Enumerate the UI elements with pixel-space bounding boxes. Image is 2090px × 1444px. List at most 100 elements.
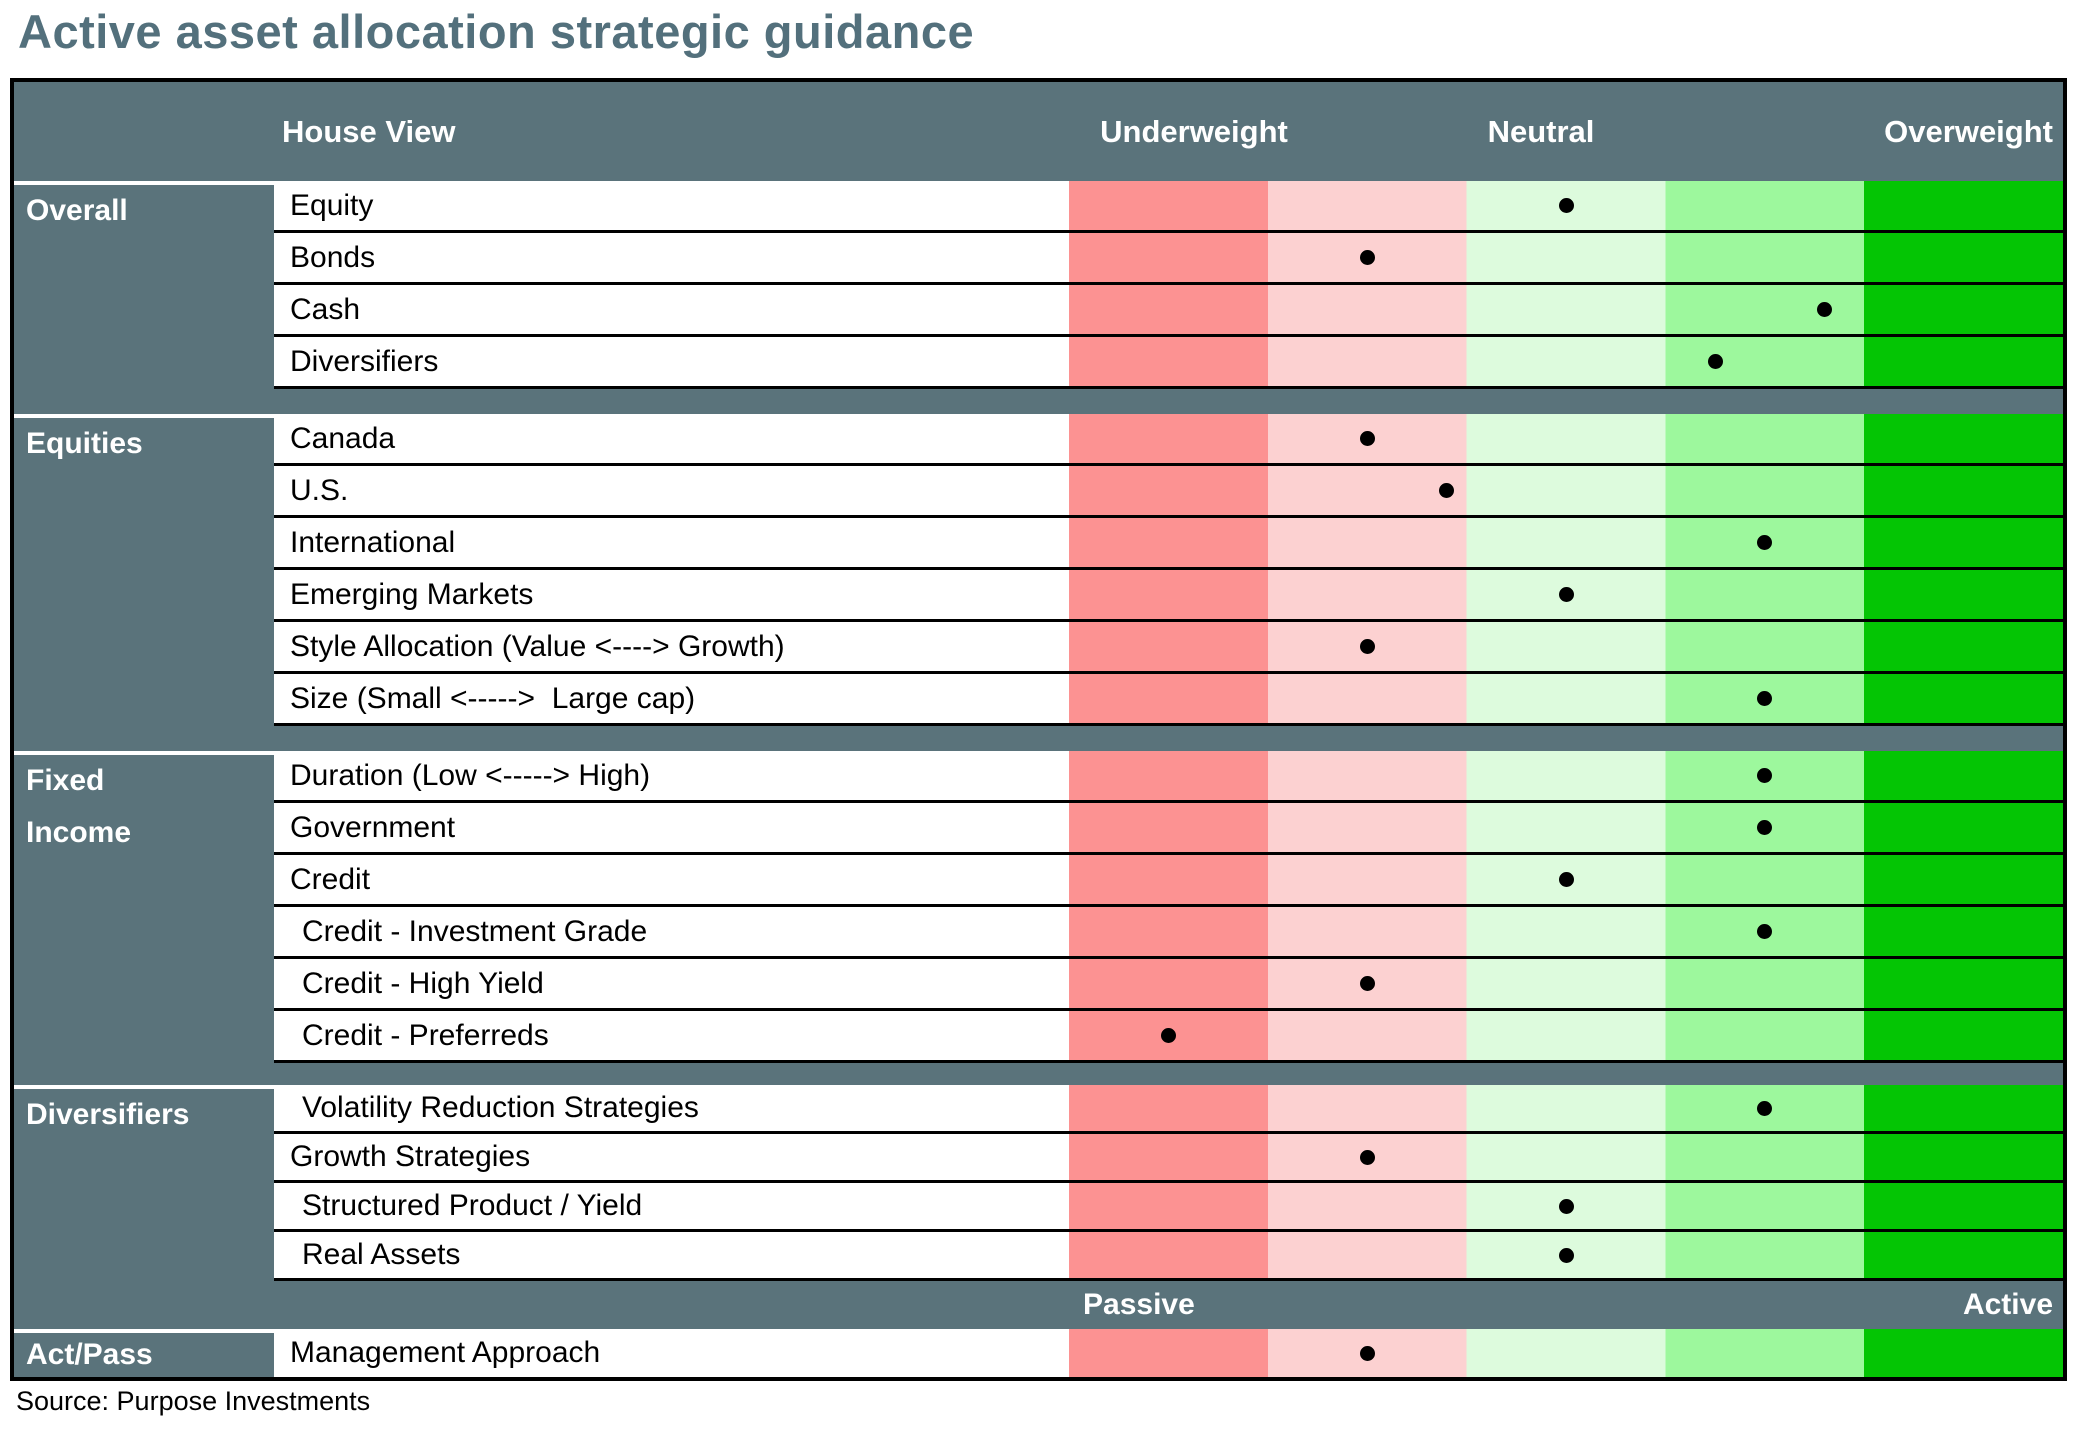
section-label: Equities bbox=[14, 414, 274, 726]
allocation-dot bbox=[1359, 976, 1375, 991]
row-label: Real Assets bbox=[302, 1238, 461, 1271]
section-label: Diversifiers bbox=[14, 1085, 274, 1281]
row-label: Government bbox=[290, 811, 456, 844]
section-separator bbox=[14, 726, 2063, 751]
table-row: Credit bbox=[274, 855, 2063, 907]
table-row: U.S. bbox=[274, 466, 2063, 518]
row-label: Growth Strategies bbox=[290, 1140, 531, 1173]
table-row: Equity bbox=[274, 181, 2063, 233]
section-fixed-income: Fixed Income Duration (Low <-----> High) Go… bbox=[14, 751, 2063, 1063]
scale-strip bbox=[1069, 959, 2063, 1008]
active-label: Active bbox=[1962, 1288, 2053, 1321]
row-label: Credit - Investment Grade bbox=[302, 915, 648, 948]
section-label-line: Diversifiers bbox=[26, 1098, 190, 1131]
scale-strip bbox=[1069, 1329, 2063, 1377]
section-diversifiers: Diversifiers Volatility Reduction Strateg… bbox=[14, 1085, 2063, 1281]
scale-strip bbox=[1069, 855, 2063, 904]
section-rows: Equity Bonds Cash Diversifiers bbox=[274, 181, 2063, 389]
row-label: Credit - High Yield bbox=[302, 967, 544, 1000]
table-row: Style Allocation (Value <----> Growth) bbox=[274, 622, 2063, 674]
scale-strip bbox=[1069, 414, 2063, 463]
allocation-dot bbox=[1359, 1345, 1375, 1361]
scale-strip bbox=[1069, 570, 2063, 619]
row-label: Diversifiers bbox=[290, 345, 439, 378]
passive-label: Passive bbox=[1083, 1288, 1195, 1321]
table-row: Credit - High Yield bbox=[274, 959, 2063, 1011]
page-title: Active asset allocation strategic guidan… bbox=[18, 5, 975, 58]
row-label: Structured Product / Yield bbox=[302, 1189, 643, 1222]
allocation-dot bbox=[1558, 1198, 1574, 1214]
table-row: Management Approach bbox=[274, 1329, 2063, 1377]
allocation-dot bbox=[1757, 691, 1773, 706]
section-rows: Management Approach bbox=[274, 1329, 2063, 1377]
allocation-dot bbox=[1757, 924, 1773, 939]
allocation-dot bbox=[1757, 768, 1773, 783]
section-label-line: Overall bbox=[26, 194, 128, 227]
row-label: Volatility Reduction Strategies bbox=[302, 1091, 699, 1124]
section-label: Overall bbox=[14, 181, 274, 389]
passive-active-band: Passive Active bbox=[14, 1281, 2063, 1329]
allocation-dot bbox=[1757, 535, 1773, 550]
section-label-line: Fixed bbox=[26, 764, 105, 797]
scale-strip bbox=[1069, 233, 2063, 282]
scale-strip bbox=[1069, 674, 2063, 723]
table-row: Canada bbox=[274, 414, 2063, 466]
allocation-dot bbox=[1816, 302, 1832, 317]
allocation-dot bbox=[1757, 820, 1773, 835]
row-label: U.S. bbox=[290, 474, 349, 507]
section-label-line: Equities bbox=[26, 427, 143, 460]
table-row: Volatility Reduction Strategies bbox=[274, 1085, 2063, 1134]
row-label: Bonds bbox=[290, 241, 376, 274]
scale-strip bbox=[1069, 337, 2063, 386]
table-row: Duration (Low <-----> High) bbox=[274, 751, 2063, 803]
scale-strip bbox=[1069, 466, 2063, 515]
table-row: Diversifiers bbox=[274, 337, 2063, 389]
row-label: Cash bbox=[290, 293, 361, 326]
scale-strip bbox=[1069, 285, 2063, 334]
scale-strip bbox=[1069, 1011, 2063, 1060]
allocation-dot bbox=[1359, 1149, 1375, 1165]
scale-strip bbox=[1069, 1085, 2063, 1131]
section-rows: Canada U.S. International Emerging Markets S… bbox=[274, 414, 2063, 726]
allocation-dot bbox=[1558, 198, 1574, 213]
header-house-view: House View bbox=[282, 114, 456, 149]
scale-strip bbox=[1069, 803, 2063, 852]
table-row: Emerging Markets bbox=[274, 570, 2063, 622]
section-label-line: Act/Pass bbox=[26, 1338, 153, 1371]
row-label: Style Allocation (Value <----> Growth) bbox=[290, 630, 785, 663]
table-row: Government bbox=[274, 803, 2063, 855]
scale-strip bbox=[1069, 181, 2063, 230]
row-label: Management Approach bbox=[290, 1336, 601, 1369]
scale-strip bbox=[1069, 1183, 2063, 1229]
table-header: House View Underweight Neutral Overweigh… bbox=[14, 82, 2063, 181]
allocation-dot bbox=[1439, 483, 1455, 498]
section-equities: Equities Canada U.S. International Emerging … bbox=[14, 414, 2063, 726]
allocation-dot bbox=[1558, 1247, 1574, 1263]
allocation-table: House View Underweight Neutral Overweigh… bbox=[10, 78, 2067, 1381]
table-row: Growth Strategies bbox=[274, 1134, 2063, 1183]
scale-strip bbox=[1069, 907, 2063, 956]
section-label: Act/Pass bbox=[14, 1329, 274, 1377]
allocation-dot bbox=[1359, 250, 1375, 265]
table-row: Credit - Investment Grade bbox=[274, 907, 2063, 959]
scale-strip bbox=[1069, 622, 2063, 671]
allocation-dot bbox=[1558, 872, 1574, 887]
allocation-dot bbox=[1707, 354, 1723, 369]
section-label: Fixed Income bbox=[14, 751, 274, 1063]
scale-strip bbox=[1069, 1232, 2063, 1278]
header-neutral: Neutral bbox=[1487, 114, 1595, 149]
row-label: International bbox=[290, 526, 456, 559]
section-rows: Duration (Low <-----> High) Government Cre… bbox=[274, 751, 2063, 1063]
allocation-dot bbox=[1160, 1028, 1176, 1043]
scale-strip bbox=[1069, 751, 2063, 800]
row-label: Emerging Markets bbox=[290, 578, 534, 611]
header-overweight: Overweight bbox=[1884, 114, 2053, 149]
section-act-pass: Act/Pass Management Approach bbox=[14, 1329, 2063, 1377]
row-label: Size (Small <-----> Large cap) bbox=[290, 682, 696, 715]
row-label: Credit bbox=[290, 863, 371, 896]
allocation-dot bbox=[1359, 431, 1375, 446]
row-label: Canada bbox=[290, 422, 396, 455]
table-row: International bbox=[274, 518, 2063, 570]
table-row: Bonds bbox=[274, 233, 2063, 285]
